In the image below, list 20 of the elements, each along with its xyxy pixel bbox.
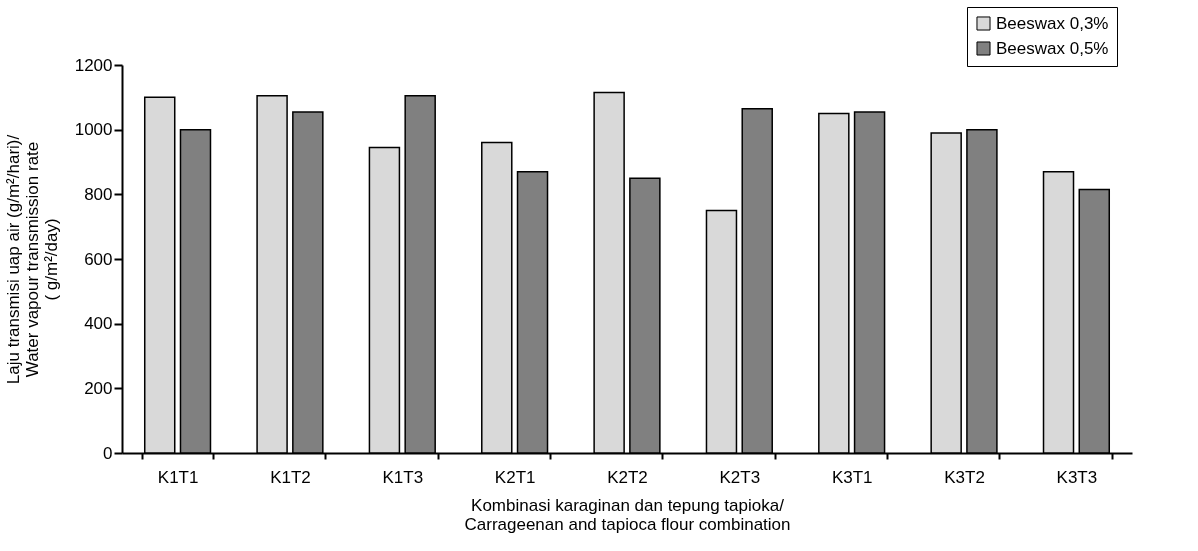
x-tick-label: K3T2 (944, 467, 985, 487)
y-tick-label: 800 (84, 184, 113, 204)
x-axis-title: Kombinasi karaginan dan tepung tapioka/ Carrageenan and tapioca flour combination (464, 495, 791, 534)
y-tick-label: 1000 (74, 120, 113, 140)
x-tick-label: K2T3 (719, 467, 761, 487)
x-tick-label: K2T2 (607, 467, 648, 487)
x-tick-label: K1T2 (270, 467, 311, 487)
legend-label: Beeswax 0,3% (996, 13, 1109, 33)
x-tick-label: K3T1 (831, 467, 873, 487)
legend-label: Beeswax 0,5% (996, 38, 1109, 58)
y-tick-label: 200 (84, 378, 113, 398)
y-tick-label: 400 (84, 314, 113, 334)
x-tick-label: K1T3 (382, 467, 424, 487)
x-tick-label: K3T3 (1056, 467, 1098, 487)
y-tick-label: 0 (103, 443, 113, 463)
y-tick-label: 600 (84, 249, 113, 269)
y-axis-title: Laju transmisi uap air (g/m²/hari)/ Water vapour transmission rate ( g/m²/day) (3, 134, 61, 385)
x-tick-label: K1T1 (157, 467, 199, 487)
x-tick-label: K2T1 (494, 467, 536, 487)
y-tick-label: 1200 (74, 55, 113, 75)
